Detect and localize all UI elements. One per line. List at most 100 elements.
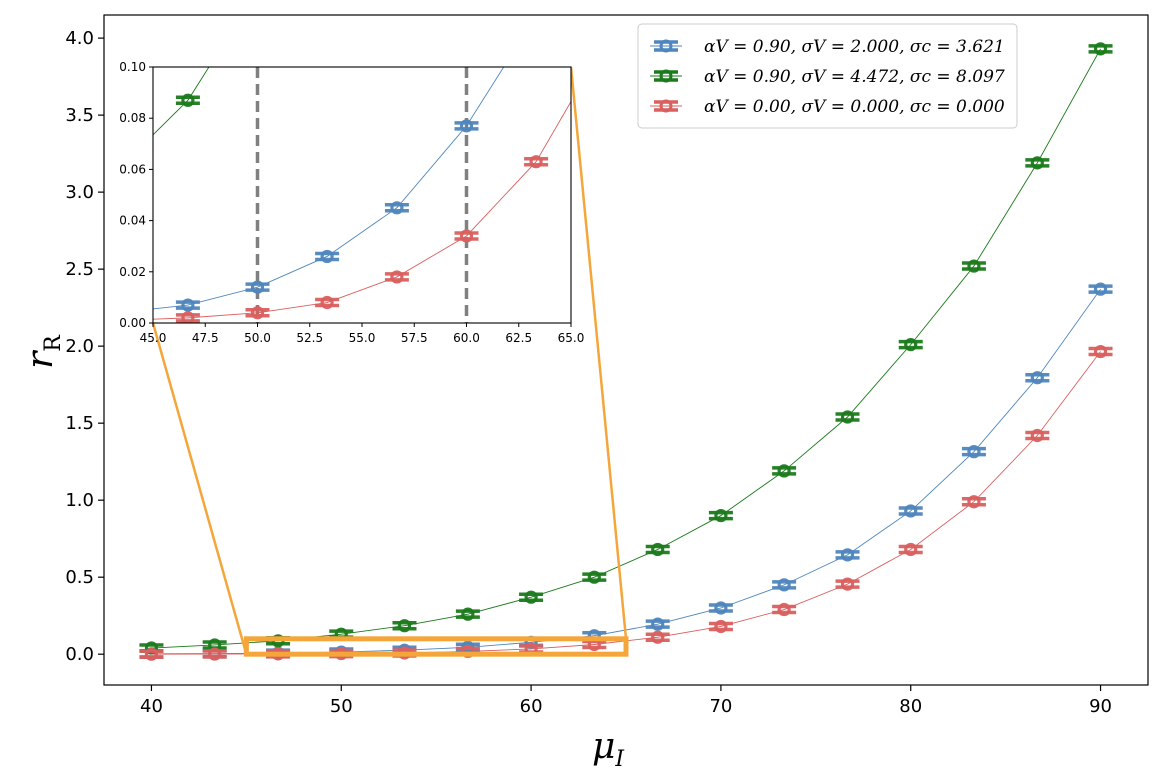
legend-label: αV = 0.90, σV = 4.472, σc = 8.097 [704, 67, 1005, 87]
marker-circle [967, 259, 981, 273]
x-tick-label: 50 [330, 696, 353, 717]
legend: αV = 0.90, σV = 2.000, σc = 3.621 αV = 0.… [637, 23, 1018, 129]
inset-data-point [175, 298, 200, 312]
marker-circle [1030, 428, 1044, 443]
x-axis-label-sub: I [614, 747, 625, 772]
legend-items: αV = 0.90, σV = 2.000, σc = 3.621 αV = 0.… [650, 37, 1005, 117]
main-data-point [898, 542, 923, 557]
legend-item-2: αV = 0.90, σV = 4.472, σc = 8.097 [650, 67, 1005, 87]
legend-label: αV = 0.00, σV = 0.000, σc = 0.000 [704, 97, 1005, 117]
inset-x-tick-label: 62.5 [505, 331, 532, 345]
marker-circle [651, 617, 665, 631]
main-data-point [582, 570, 607, 584]
marker-circle [208, 647, 222, 661]
marker-circle [250, 280, 265, 294]
marker-circle [777, 464, 791, 478]
zoom-connectors [151, 66, 628, 655]
inset-data-point [454, 229, 479, 243]
main-data-point [1025, 156, 1050, 170]
inset-x-tick-label: 47.5 [192, 331, 219, 345]
svg-text:μI: μI [592, 726, 625, 772]
inset-series-3 [44, 100, 571, 328]
main-data-point [645, 617, 670, 631]
inset-series-1 [44, 67, 505, 323]
marker-circle [714, 508, 728, 523]
marker-circle [524, 590, 538, 604]
zoom-box [243, 636, 629, 657]
marker-circle [1030, 156, 1044, 170]
marker-circle [651, 630, 665, 644]
main-data-point [835, 577, 860, 591]
main-data-point [139, 647, 164, 661]
main-data-point [1088, 42, 1113, 56]
inset-x-tick-label: 55.0 [349, 331, 376, 345]
connector-line-left [151, 322, 248, 655]
marker-circle [320, 249, 334, 264]
legend-marker-icon [659, 99, 673, 113]
main-data-point [645, 630, 670, 644]
marker-circle [461, 607, 475, 621]
x-axis-label: μI [592, 726, 625, 772]
inset-y-tick-label: 0.08 [119, 111, 146, 125]
y-axis-ticks: 0.0 0.5 1.0 1.5 2.0 2.5 3.0 3.5 4.0 [65, 28, 104, 665]
marker-circle [44, 313, 54, 323]
marker-circle [840, 410, 855, 424]
marker-circle [529, 155, 543, 169]
marker-circle [250, 306, 265, 320]
main-data-point [392, 619, 417, 633]
marker-circle [44, 216, 54, 226]
inset-y-tick-label: 0.00 [119, 316, 146, 330]
y-tick-label: 0.5 [65, 567, 94, 588]
inset-data-point [384, 201, 409, 215]
marker-circle [320, 295, 334, 310]
marker-circle [840, 548, 855, 562]
y-axis-label: rR [20, 334, 66, 369]
x-axis-label-main: μ [592, 726, 615, 767]
inset-background [153, 67, 571, 323]
inset-y-tick-label: 0.10 [119, 60, 146, 74]
marker-circle [44, 318, 54, 328]
main-data-point [961, 445, 986, 459]
legend-label: αV = 0.90, σV = 2.000, σc = 3.621 [704, 37, 1005, 57]
inset-data-point [245, 306, 270, 320]
marker-circle [1093, 42, 1108, 56]
inset-data-point [454, 119, 479, 133]
inset-data-point [384, 270, 409, 284]
marker-circle [904, 338, 918, 352]
main-data-point [708, 601, 733, 615]
marker-circle [390, 201, 404, 215]
y-tick-label: 1.5 [65, 413, 94, 434]
main-data-point [835, 410, 860, 424]
y-axis-label-sub: R [41, 334, 66, 352]
svg-text:rR: rR [20, 334, 66, 369]
y-tick-label: 3.0 [65, 182, 94, 203]
main-data-point [961, 259, 986, 273]
main-data-point [898, 338, 923, 352]
marker-circle [777, 602, 791, 617]
x-tick-label: 70 [709, 696, 732, 717]
inset-vlines [255, 67, 469, 323]
y-tick-label: 0.0 [65, 644, 94, 665]
inset-x-tick-label: 57.5 [401, 331, 428, 345]
main-data-point [772, 578, 797, 592]
main-data-point [202, 647, 227, 661]
main-data-point [645, 542, 670, 557]
inset-y-tick-label: 0.06 [119, 162, 146, 176]
marker-circle [459, 119, 474, 133]
y-tick-label: 2.5 [65, 259, 94, 280]
inset-x-axis-ticks: 45.0 47.5 50.0 52.5 55.0 57.5 60.0 62.5 65.0 [140, 323, 584, 345]
inset-series-2 [37, 67, 210, 226]
inset-data-point [37, 216, 61, 226]
main-data-point [708, 508, 733, 523]
main-data-point [1088, 282, 1113, 296]
inset-y-axis-ticks: 0.00 0.02 0.04 0.06 0.08 0.10 [119, 60, 153, 330]
plot-frame [103, 14, 1149, 686]
main-data-point [1088, 344, 1113, 359]
y-tick-label: 3.5 [65, 105, 94, 126]
marker-circle [390, 270, 404, 284]
marker-circle [459, 229, 474, 243]
main-data-point [1025, 428, 1050, 443]
marker-circle [397, 619, 412, 633]
